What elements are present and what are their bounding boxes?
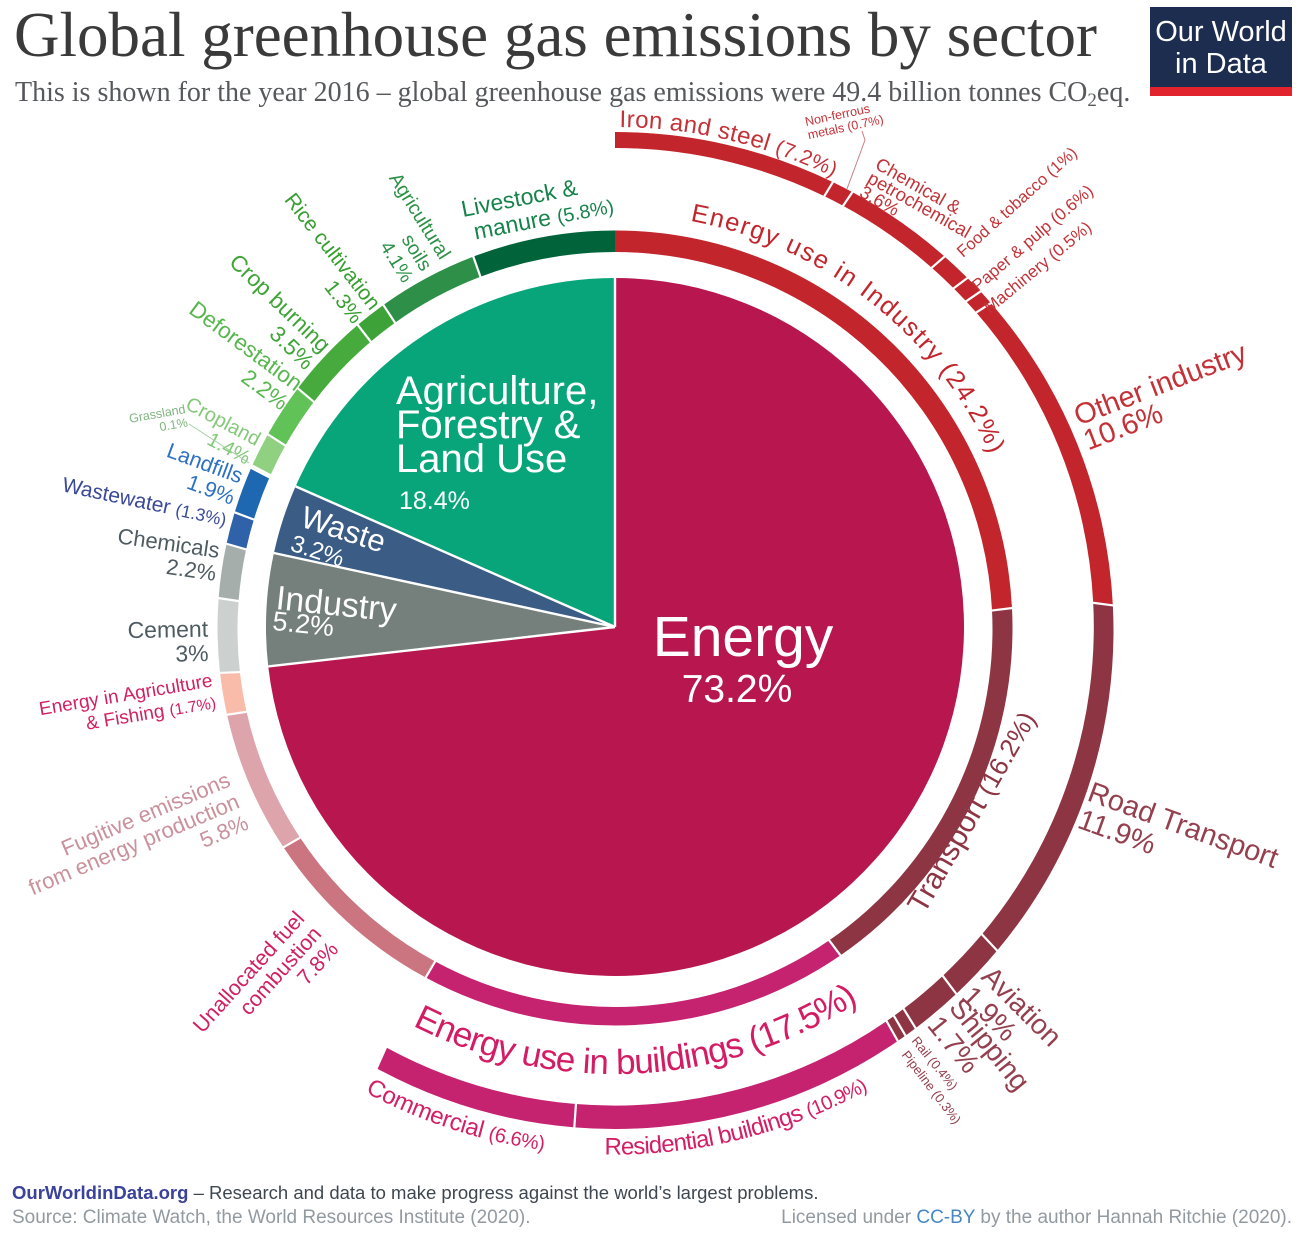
svg-text:73.2%: 73.2% [682,668,793,711]
svg-text:Global greenhouse gas emission: Global greenhouse gas emissions by secto… [14,0,1097,70]
svg-text:Energy: Energy [653,605,834,669]
svg-text:Source: Climate Watch, the Wor: Source: Climate Watch, the World Resourc… [12,1207,531,1228]
svg-text:Land Use: Land Use [396,437,567,481]
svg-text:Agriculture,: Agriculture, [396,369,598,413]
svg-text:Our World: Our World [1155,16,1287,48]
svg-text:5.2%: 5.2% [271,606,335,642]
svg-text:in Data: in Data [1175,48,1268,80]
svg-text:Licensed under CC-BY by the au: Licensed under CC-BY by the author Hanna… [781,1207,1292,1228]
svg-text:This is shown for the year 201: This is shown for the year 2016 – global… [15,77,1130,111]
svg-text:Forestry &: Forestry & [396,403,581,447]
svg-text:Cement3%: Cement3% [127,616,209,668]
svg-text:18.4%: 18.4% [399,487,470,515]
svg-text:OurWorldinData.org – Research: OurWorldinData.org – Research and data t… [12,1182,818,1203]
